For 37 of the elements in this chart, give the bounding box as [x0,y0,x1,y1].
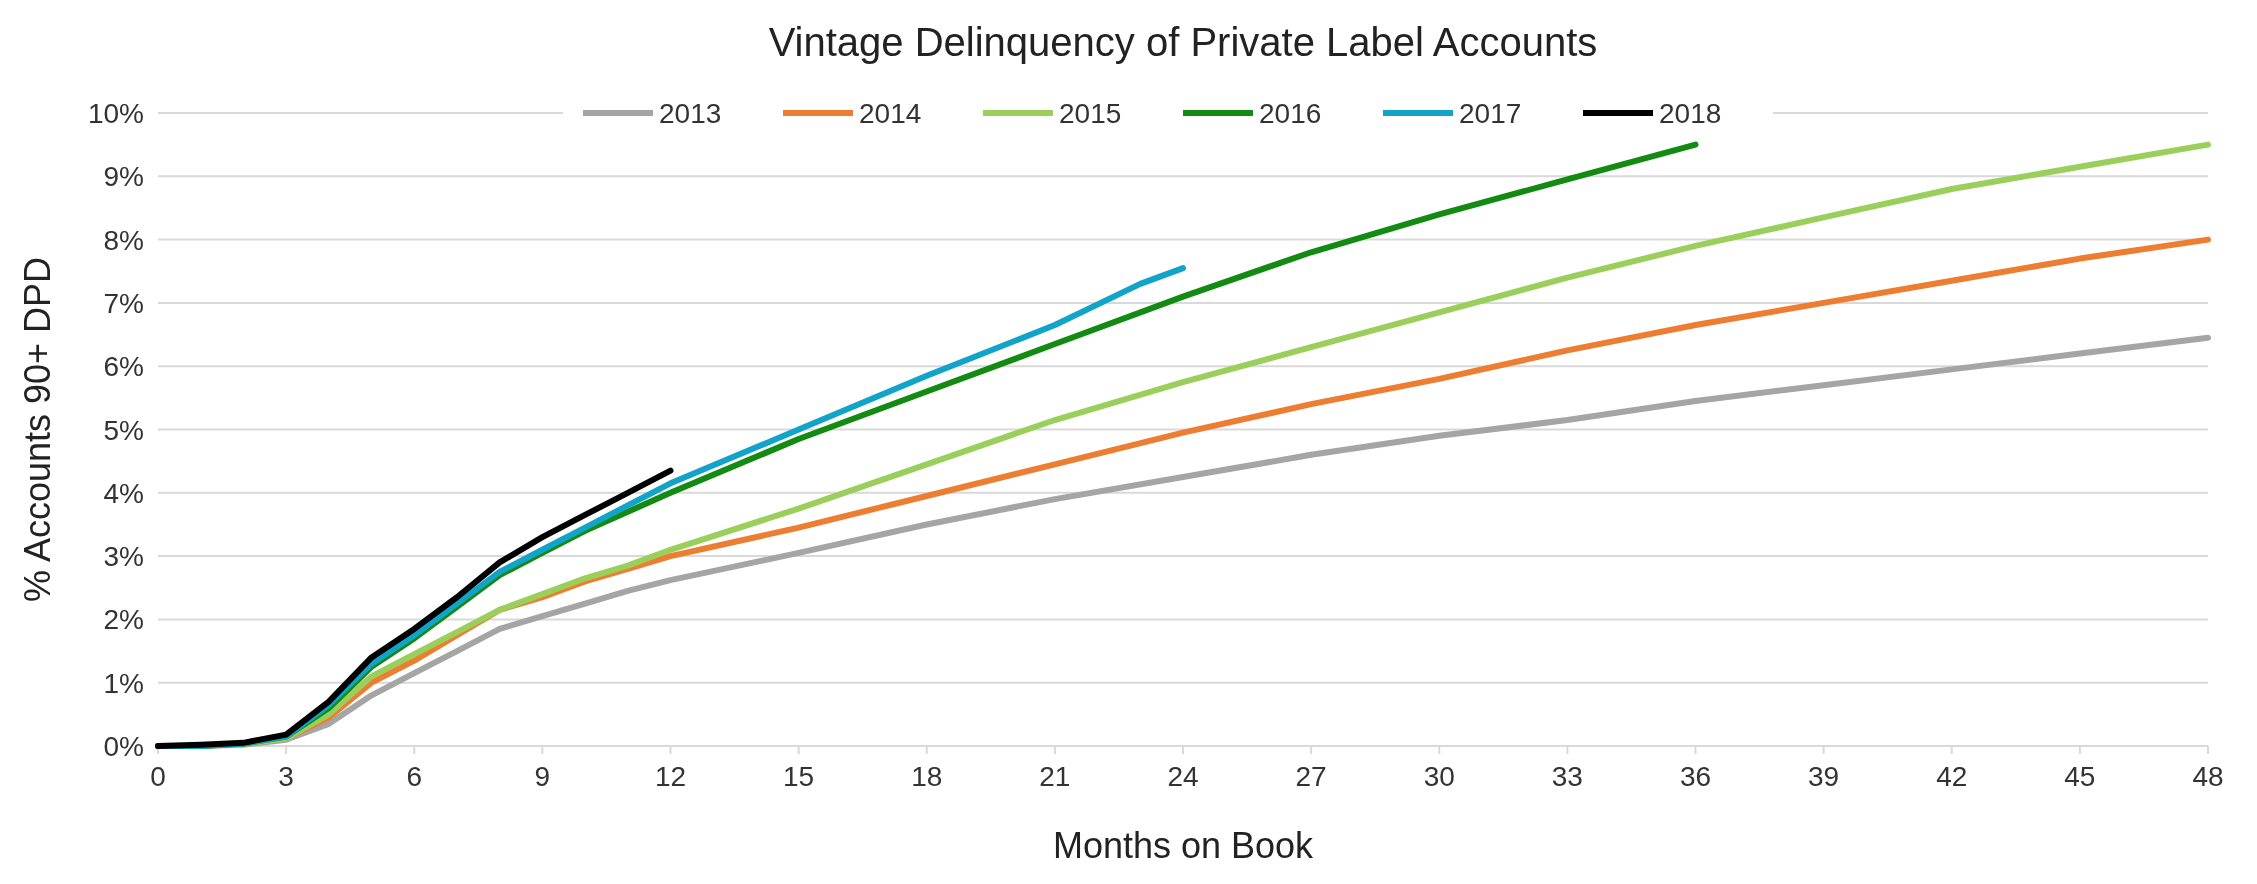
x-tick-label: 24 [1167,761,1199,792]
x-tick-label: 15 [783,761,815,792]
legend-label: 2018 [1659,98,1722,129]
x-tick-label: 6 [406,761,423,792]
legend-label: 2017 [1459,98,1522,129]
x-tick-label: 18 [911,761,943,792]
x-tick-label: 27 [1295,761,1327,792]
x-tick-label: 33 [1551,761,1583,792]
x-tick-label: 21 [1039,761,1071,792]
x-tick-label: 39 [1808,761,1840,792]
x-axis-title: Months on Book [1052,825,1315,866]
y-tick-label: 1% [103,667,144,699]
legend-label: 2013 [659,98,722,129]
legend-label: 2015 [1059,98,1122,129]
y-axis-title: % Accounts 90+ DPD [17,256,58,603]
x-tick-label: 12 [654,761,687,792]
y-tick-label: 3% [103,541,144,573]
x-tick-label: 45 [2064,761,2096,792]
y-tick-label: 4% [103,477,144,509]
y-tick-label: 0% [103,731,144,762]
legend-label: 2016 [1259,98,1322,129]
x-tick-label: 36 [1679,761,1712,792]
x-tick-label: 42 [1936,761,1968,792]
x-tick-label: 30 [1423,761,1455,792]
x-tick-label: 9 [534,761,551,792]
y-tick-label: 8% [103,224,144,256]
y-tick-label: 9% [103,161,144,193]
y-tick-label: 5% [103,414,144,446]
y-tick-label: 10% [87,98,144,129]
chart-title: Vintage Delinquency of Private Label Accounts [768,20,1598,64]
y-tick-label: 6% [103,351,144,383]
y-tick-label: 2% [103,604,144,636]
x-tick-label: 0 [150,761,166,792]
x-tick-label: 3 [278,761,294,792]
legend-label: 2014 [859,98,922,129]
y-tick-label: 7% [103,287,144,319]
x-tick-label: 48 [2192,761,2224,792]
